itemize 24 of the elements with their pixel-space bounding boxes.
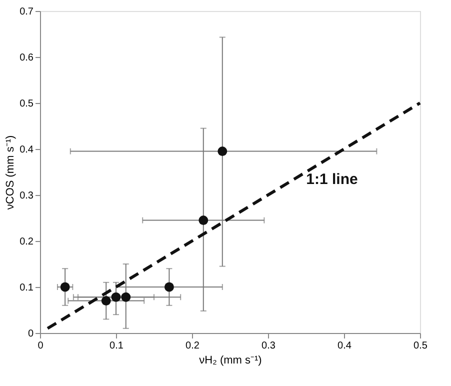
y-tick-label: 0.5 [20,98,34,110]
point [111,292,121,302]
y-tick-label: 0.2 [20,236,34,248]
x-axis-title: νH₂ (mm s⁻¹) [199,354,262,366]
y-tick-label: 0.3 [20,190,34,202]
x-tick-label: 0.2 [186,340,200,352]
y-tick-label: 0.1 [20,282,34,294]
x-tick-label: 0 [38,340,44,352]
x-tick-label: 0.4 [338,340,352,352]
point [121,292,131,302]
y-axis-title: νCOS (mm s⁻¹) [4,135,17,210]
point [218,146,228,156]
y-tick-label: 0 [28,328,34,340]
y-tick-label: 0.6 [20,52,34,64]
point [164,282,174,292]
y-tick-label: 0.4 [20,144,34,156]
point [198,216,208,226]
x-tick-label: 0.3 [262,340,276,352]
point [60,282,70,292]
point [101,296,111,306]
y-tick-label: 0.7 [20,6,34,18]
x-tick-label: 0.1 [110,340,124,352]
annotation: 1:1 line [306,171,358,188]
x-tick-label: 0.5 [414,340,428,352]
